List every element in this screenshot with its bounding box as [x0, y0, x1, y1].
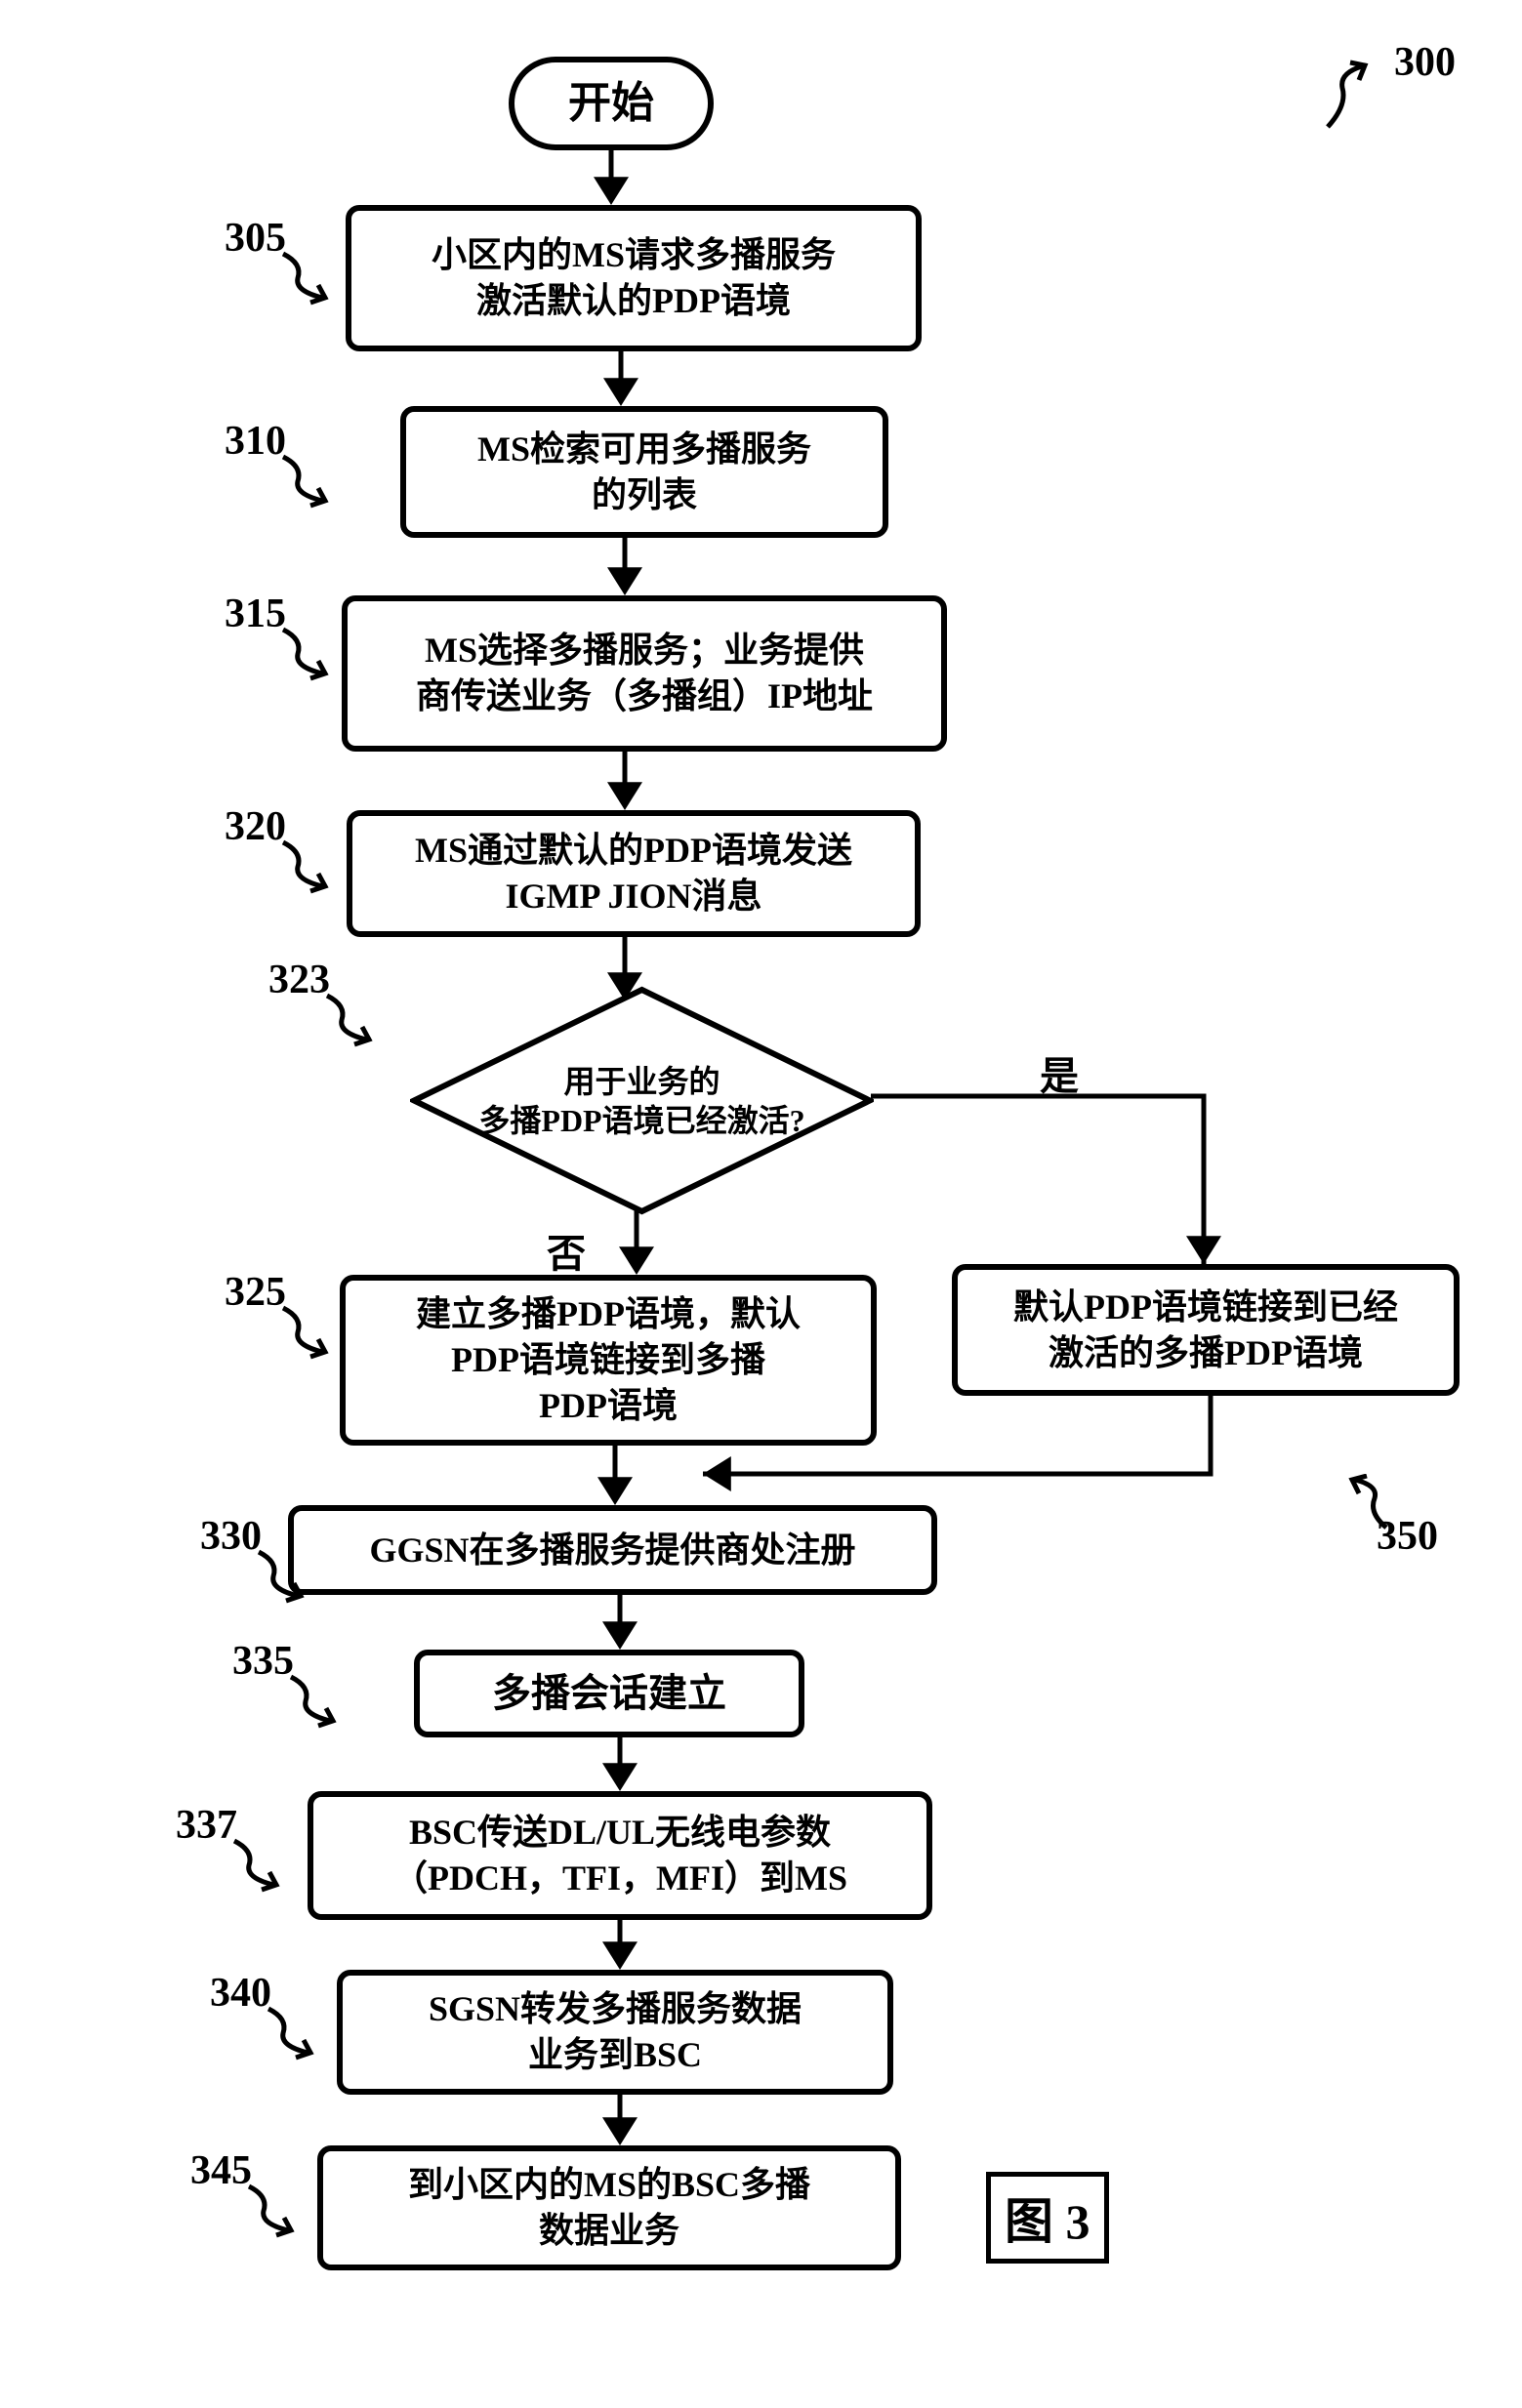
node-310: MS检索可用多播服务的列表	[400, 406, 888, 538]
node-start: 开始	[509, 57, 714, 150]
node-345: 到小区内的MS的BSC多播数据业务	[317, 2145, 901, 2270]
node-340: SGSN转发多播服务数据业务到BSC	[337, 1970, 893, 2095]
flowchart-container: 300 开始 小区内的MS请求多播服务激活默认的PDP语境 MS检索可用多播服务…	[39, 39, 1483, 2369]
figure-ref-number: 300	[1394, 39, 1456, 86]
branch-label-yes: 是	[1040, 1044, 1079, 1101]
node-325: 建立多播PDP语境，默认PDP语境链接到多播PDP语境	[340, 1275, 877, 1446]
node-323-decision: 用于业务的多播PDP语境已经激活?	[410, 986, 874, 1215]
node-335: 多播会话建立	[414, 1650, 804, 1737]
figure-label: 图 3	[986, 2172, 1109, 2264]
node-315: MS选择多播服务；业务提供商传送业务（多播组）IP地址	[342, 595, 947, 752]
node-330: GGSN在多播服务提供商处注册	[288, 1505, 937, 1595]
node-323-text: 用于业务的多播PDP语境已经激活?	[410, 1062, 874, 1140]
node-350: 默认PDP语境链接到已经激活的多播PDP语境	[952, 1264, 1460, 1396]
node-320: MS通过默认的PDP语境发送IGMP JION消息	[347, 810, 921, 937]
node-337: BSC传送DL/UL无线电参数（PDCH，TFI，MFI）到MS	[308, 1791, 932, 1920]
figure-ref-arrow	[1318, 59, 1386, 142]
branch-label-no: 否	[547, 1222, 586, 1279]
node-305: 小区内的MS请求多播服务激活默认的PDP语境	[346, 205, 922, 351]
